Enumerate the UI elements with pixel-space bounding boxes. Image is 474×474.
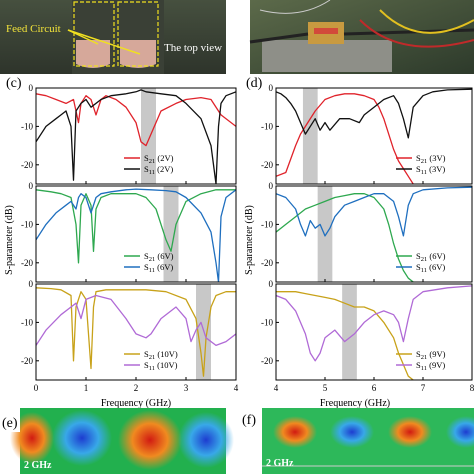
series-line-s21 [276,93,414,184]
panel-d-xlabel: Frequency (GHz) [320,398,390,409]
y-tick-label: -10 [21,121,33,131]
subplot-c-middle: 0 -10 -20 S21 (6V)S11 (6V) [21,181,237,283]
panel-e-label: (e) [2,416,18,431]
panel-d-ylabel: S-parameter (dB) [244,205,255,275]
highlight-band [163,186,179,282]
series-line-s11 [276,88,472,139]
panel-e-frequency: 2 GHz [24,460,52,471]
legend: S21 (3V)S11 (3V) [396,153,446,176]
top-view-label: The top view [164,42,222,54]
legend-label: S21 (10V) [144,349,178,361]
panel-f-frequency: 2 GHz [266,458,294,469]
legend-label: S11 (6V) [144,262,173,274]
highlight-band [141,88,156,184]
legend-label: S21 (6V) [416,251,446,263]
photo-top-view: Feed Circuit The top view [0,0,226,74]
series-line-s21 [36,93,236,147]
x-tick-label: 4 [274,383,279,393]
panel-e-field-map: (e) 2 GHz [0,408,234,474]
panel-f-field-map: (f) 2 GHz [242,408,474,474]
series-line-s21 [36,189,236,264]
series-line-s11 [36,188,236,282]
y-tick-label: -20 [21,356,33,366]
legend: S21 (6V)S11 (6V) [124,251,174,274]
series-line-s11 [276,186,472,237]
subplot-d-middle: 0 -10 -20 S21 (6V)S11 (6V) [261,181,473,283]
legend-label: S11 (9V) [416,360,445,372]
x-tick-label: 7 [421,383,426,393]
feed-highlight-left [73,1,115,67]
highlight-band [342,284,357,380]
panel-c-ylabel: S-parameter (dB) [4,205,15,275]
legend-label: S11 (2V) [144,164,173,176]
series-line-s11 [276,285,472,362]
series-line-s21 [276,291,414,380]
y-tick-label: -10 [261,219,273,229]
y-tick-label: -20 [261,160,273,170]
series-line-s11 [36,89,236,184]
legend: S21 (9V)S11 (9V) [396,349,446,372]
legend-label: S21 (6V) [144,251,174,263]
x-tick-label: 1 [84,383,89,393]
legend: S21 (10V)S11 (10V) [124,349,178,372]
arrow-to-feed-right [67,29,141,55]
x-tick-label: 0 [34,383,39,393]
y-tick-label: -20 [21,160,33,170]
y-tick-label: -10 [21,317,33,327]
panel-c-label: (c) [6,76,22,91]
series-line-s21 [276,193,414,282]
highlight-band [302,88,318,184]
subplot-c-bottom: 0 -10 -20 0 1 2 3 4 S21 (10V)S11 (10V) [21,279,239,393]
y-tick-label: 0 [29,181,34,191]
y-tick-label: -10 [261,121,273,131]
y-tick-label: -20 [21,258,33,268]
legend: S21 (2V)S11 (2V) [124,153,174,176]
x-tick-label: 6 [372,383,377,393]
subplot-d-top: 0 -10 -20 S21 (3V)S11 (3V) [261,83,473,185]
legend-label: S21 (2V) [144,153,174,165]
panel-d-label: (d) [246,76,263,91]
legend-label: S11 (6V) [416,262,445,274]
y-tick-label: 0 [269,181,274,191]
x-tick-label: 3 [184,383,189,393]
y-tick-label: 0 [269,279,274,289]
legend-label: S21 (9V) [416,349,446,361]
highlight-band [317,186,333,282]
subplot-c-top: 0 -10 -20 S21 (2V)S11 (2V) [21,83,237,185]
series-line-s11 [36,294,236,347]
y-tick-label: 0 [269,83,274,93]
subplot-d-bottom: 0 -10 -20 4 5 6 7 8 S21 (9V)S11 (9V) [261,279,474,393]
series-line-s21 [36,287,236,377]
legend-label: S21 (3V) [416,153,446,165]
panel-c-xlabel: Frequency (GHz) [101,398,171,409]
x-tick-label: 2 [134,383,139,393]
x-tick-label: 8 [470,383,474,393]
y-tick-label: 0 [29,279,34,289]
y-tick-label: 0 [29,83,34,93]
y-tick-label: -20 [261,356,273,366]
x-tick-label: 4 [234,383,239,393]
photo-measurement-setup [249,0,474,74]
y-tick-label: -20 [261,258,273,268]
y-tick-label: -10 [21,219,33,229]
feed-circuit-label: Feed Circuit [6,23,61,35]
y-tick-label: -10 [261,317,273,327]
legend: S21 (6V)S11 (6V) [396,251,446,274]
feed-highlight-right [117,1,159,67]
panel-f-label: (f) [242,413,256,428]
legend-label: S11 (10V) [144,360,178,372]
x-tick-label: 5 [323,383,328,393]
legend-label: S11 (3V) [416,164,445,176]
